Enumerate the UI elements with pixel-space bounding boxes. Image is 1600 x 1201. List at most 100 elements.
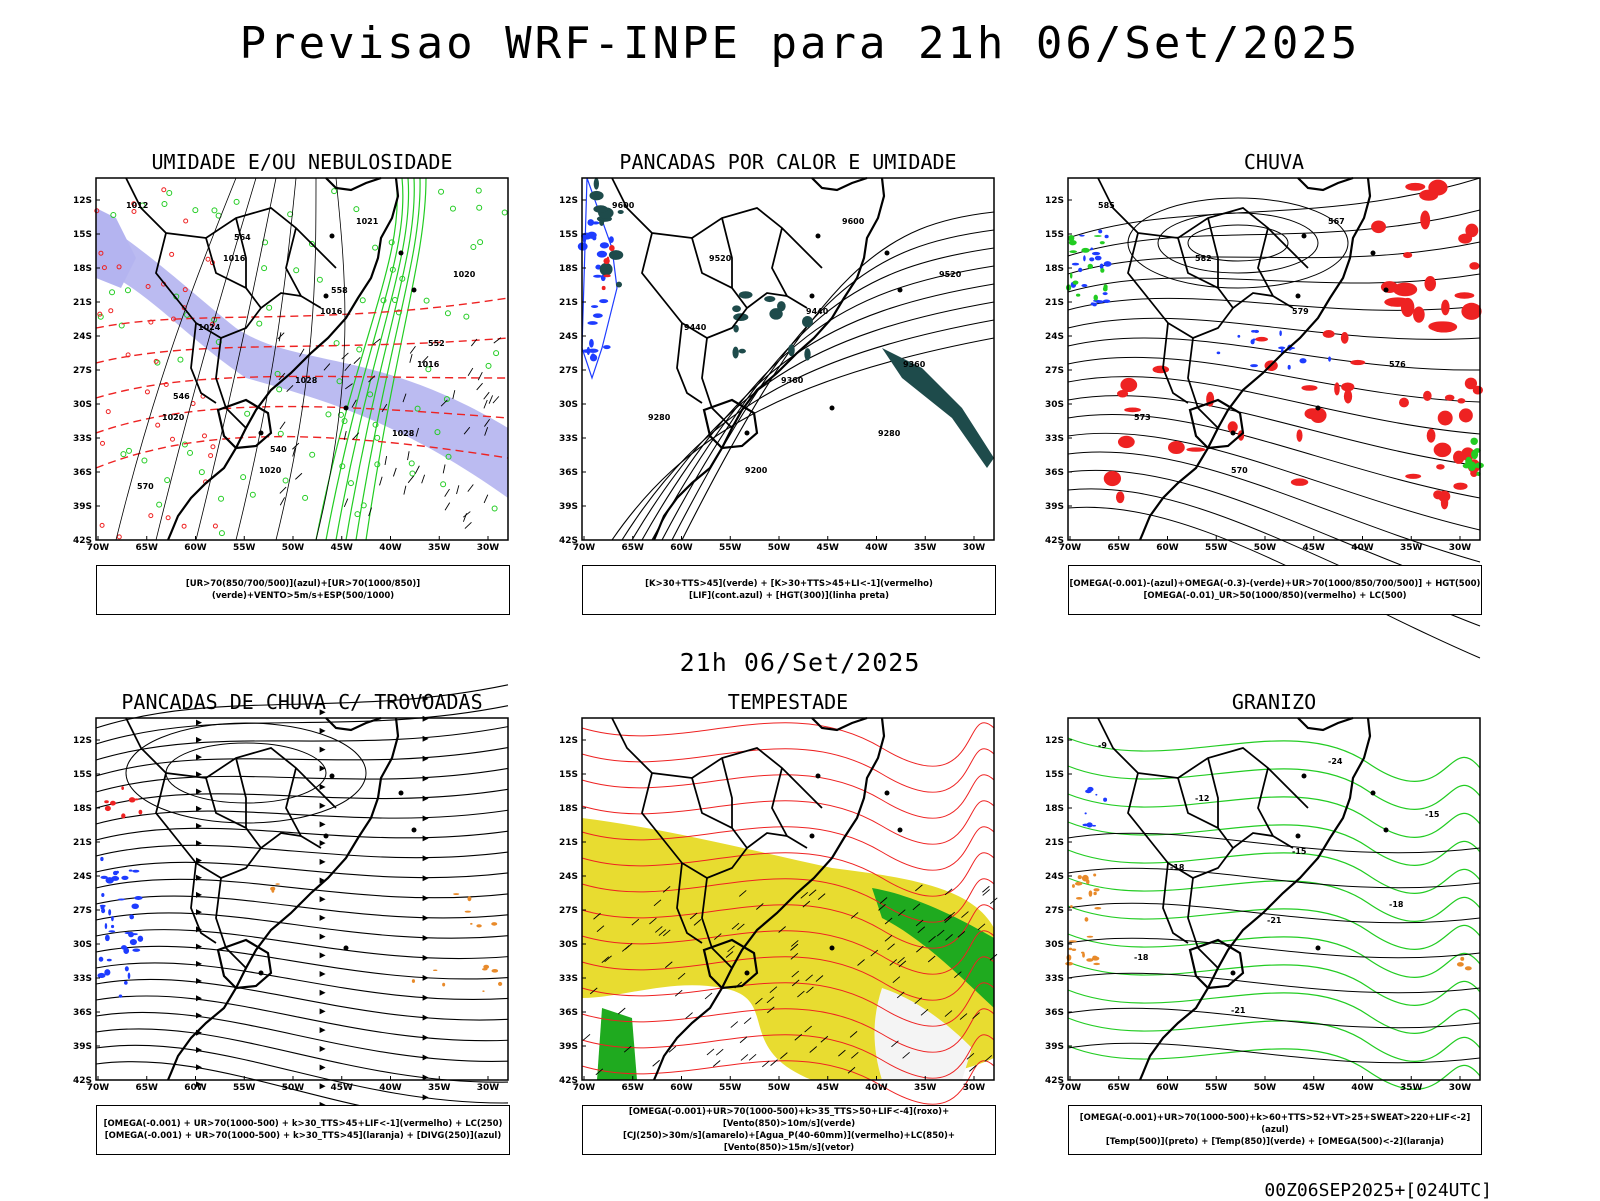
map-pancadas-calor: 9600 9520 9440 9360 9280 9200 9600 9520 9440 9360… [559, 176, 995, 554]
contour-label: 1028 [295, 376, 318, 385]
lon-tick-label: 35W [1400, 1083, 1423, 1093]
lon-tick-label: 55W [1205, 1083, 1228, 1093]
lat-tick-label: 39S [559, 502, 578, 512]
lat-tick-label: 33S [559, 974, 578, 984]
lon-tick-label: 30W [477, 543, 500, 553]
lon-tick-label: 65W [136, 543, 159, 553]
lon-tick-label: 70W [87, 543, 110, 553]
lat-tick-label: 30S [1045, 940, 1064, 950]
panel-title: PANCADAS DE CHUVA C/ TROVOADAS [121, 690, 483, 714]
lon-tick-label: 55W [719, 1083, 742, 1093]
lat-tick-label: 30S [73, 400, 92, 410]
contour-label: 1020 [453, 270, 476, 279]
lat-tick-label: 42S [1045, 536, 1064, 546]
lat-tick-label: 12S [73, 736, 92, 746]
lat-tick-label: 21S [559, 298, 578, 308]
lon-tick-label: 30W [1449, 1083, 1472, 1093]
lat-tick-label: 39S [1045, 502, 1064, 512]
lat-tick-label: 18S [559, 804, 578, 814]
lon-tick-label: 30W [963, 543, 986, 553]
contour-label: 579 [1292, 307, 1309, 316]
legend-line: [OMEGA(-0.001)-(azul)+OMEGA(-0.3)-(verde… [1069, 579, 1481, 589]
lon-tick-label: 60W [670, 543, 693, 553]
contour-label: 1016 [223, 254, 246, 263]
lat-tick-label: 42S [73, 1076, 92, 1086]
contour-label: 9520 [939, 270, 962, 279]
lon-tick-label: 55W [1205, 543, 1228, 553]
lon-tick-label: 35W [914, 1083, 937, 1093]
lon-tick-label: 30W [477, 1083, 500, 1093]
lon-tick-label: 45W [1303, 1083, 1326, 1093]
lat-tick-label: 21S [73, 838, 92, 848]
lon-tick-label: 65W [622, 1083, 645, 1093]
map-granizo: -9 -12 -15 -18 -18 -21 -24 -15 -18 -21 12S 15S 18S 21… [1045, 716, 1481, 1094]
lon-tick-label: 60W [184, 543, 207, 553]
contour-label: -21 [1267, 916, 1282, 925]
lon-tick-label: 50W [1254, 543, 1277, 553]
lon-tick-label: 45W [331, 1083, 354, 1093]
lat-tick-label: 21S [559, 838, 578, 848]
contour-label: 573 [1134, 413, 1151, 422]
lon-tick-label: 50W [768, 543, 791, 553]
lon-tick-label: 45W [331, 543, 354, 553]
lat-tick-label: 15S [559, 770, 578, 780]
lat-tick-label: 39S [1045, 1042, 1064, 1052]
lat-tick-label: 36S [73, 468, 92, 478]
contour-label: 570 [137, 482, 154, 491]
contour-label: 552 [428, 339, 445, 348]
lon-tick-label: 70W [1059, 1083, 1082, 1093]
lon-tick-label: 65W [622, 543, 645, 553]
lat-tick-label: 12S [73, 196, 92, 206]
contour-label: 9360 [903, 360, 926, 369]
lat-tick-label: 18S [1045, 264, 1064, 274]
lat-tick-label: 15S [559, 230, 578, 240]
contour-label: 540 [270, 445, 287, 454]
lon-tick-label: 45W [1303, 543, 1326, 553]
lat-tick-label: 30S [73, 940, 92, 950]
lon-tick-label: 35W [428, 1083, 451, 1093]
map-trovoadas: 12S 15S 18S 21S 24S 27S 30S 33S 36S 39S 42S 70W 65W 6… [73, 684, 509, 1125]
lat-tick-label: 12S [559, 736, 578, 746]
lat-tick-label: 42S [1045, 1076, 1064, 1086]
lon-tick-label: 30W [963, 1083, 986, 1093]
lon-tick-label: 40W [379, 1083, 402, 1093]
lat-tick-label: 33S [1045, 434, 1064, 444]
lon-tick-label: 40W [1351, 543, 1374, 553]
contour-label: 564 [234, 233, 251, 242]
lat-tick-label: 27S [559, 906, 578, 916]
legend-line: [K>30+TTS>45](verde) + [K>30+TTS>45+LI<-… [645, 579, 933, 589]
contour-label: -24 [1328, 757, 1343, 766]
main-title: Previsao WRF-INPE para 21h 06/Set/2025 [239, 18, 1361, 69]
panel-title: GRANIZO [1231, 690, 1317, 714]
lon-tick-label: 55W [719, 543, 742, 553]
lon-tick-label: 40W [865, 543, 888, 553]
legend-line: [OMEGA(-0.001)+UR>70(1000-500)+k>35_TTS>… [628, 1107, 950, 1129]
contour-label: 1012 [126, 201, 148, 210]
lat-tick-label: 27S [559, 366, 578, 376]
contour-label: 567 [1328, 217, 1345, 226]
run-id-label: 00Z06SEP2025+[024UTC] [1264, 1180, 1492, 1201]
lon-tick-label: 65W [136, 1083, 159, 1093]
legend-chuva: [OMEGA(-0.001)-(azul)+OMEGA(-0.3)-(verde… [1068, 565, 1482, 615]
lat-tick-label: 24S [73, 332, 92, 342]
lat-tick-label: 30S [559, 400, 578, 410]
lon-tick-label: 55W [233, 1083, 256, 1093]
panel-title: PANCADAS POR CALOR E UMIDADE [619, 150, 957, 174]
contour-label: 582 [1195, 254, 1212, 263]
lon-tick-label: 45W [817, 1083, 840, 1093]
lat-tick-label: 27S [1045, 366, 1064, 376]
lat-tick-label: 21S [1045, 298, 1064, 308]
contour-label: 558 [331, 286, 348, 295]
contour-label: 9520 [709, 254, 732, 263]
lon-tick-label: 35W [914, 543, 937, 553]
lon-tick-label: 60W [1156, 543, 1179, 553]
contour-label: 585 [1098, 201, 1115, 210]
contour-label: 1020 [259, 466, 282, 475]
contour-label: -15 [1292, 847, 1307, 856]
lat-tick-label: 30S [1045, 400, 1064, 410]
lat-tick-label: 33S [1045, 974, 1064, 984]
contour-label: 9280 [648, 413, 671, 422]
lat-tick-label: 15S [73, 770, 92, 780]
lon-tick-label: 40W [865, 1083, 888, 1093]
contour-label: 546 [173, 392, 190, 401]
